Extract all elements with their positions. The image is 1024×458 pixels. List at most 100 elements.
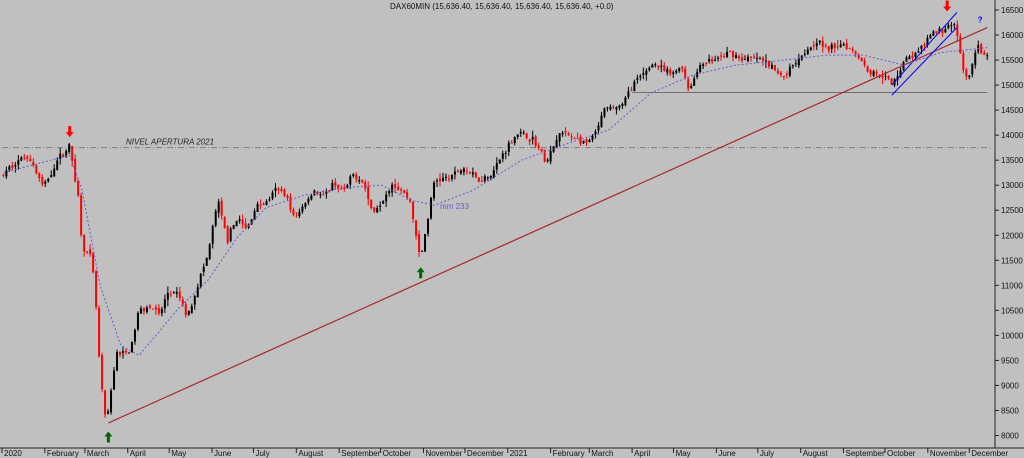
- candle-body: [208, 244, 211, 259]
- x-tick-label: July: [760, 449, 774, 458]
- x-axis: 2020 February March April May June July August S…: [0, 447, 1024, 458]
- candle-body: [923, 44, 926, 46]
- candle-body: [175, 291, 178, 294]
- candle-body: [187, 310, 190, 315]
- candle-body: [684, 68, 687, 78]
- candle-body: [498, 159, 501, 164]
- price-candles: [2, 20, 989, 418]
- candle-body: [708, 59, 711, 62]
- candle-body: [196, 286, 199, 298]
- candle-body: [50, 175, 53, 178]
- candle-body: [199, 273, 202, 287]
- candle-body: [124, 350, 127, 353]
- candle-body: [127, 352, 130, 354]
- arrow-down-icon: [65, 126, 74, 138]
- candle-body: [720, 55, 723, 57]
- candle-body: [205, 257, 208, 266]
- candle-body: [403, 190, 406, 193]
- candle-body: [355, 174, 358, 180]
- moving-average-label: mm 233: [440, 202, 469, 211]
- candle-body: [223, 217, 226, 228]
- candle-body: [337, 184, 340, 189]
- candle-body: [618, 105, 621, 108]
- candle-body: [507, 142, 510, 152]
- y-tick-label: 10500: [1001, 306, 1024, 315]
- reference-line-label: NIVEL APERTURA 2021: [126, 138, 214, 147]
- y-tick-label: 10000: [1001, 331, 1024, 340]
- y-tick-label: 16500: [1001, 6, 1024, 15]
- candle-body: [211, 225, 214, 244]
- candle-body: [486, 177, 489, 179]
- candle-body: [26, 156, 29, 159]
- candle-body: [965, 69, 968, 77]
- candle-body: [322, 194, 325, 196]
- long-term-trendline: [108, 26, 988, 424]
- y-tick-label: 11500: [1001, 256, 1023, 265]
- candle-body: [244, 223, 247, 229]
- candle-body: [510, 142, 513, 144]
- candle-body: [193, 295, 196, 305]
- candle-body: [714, 59, 717, 61]
- candle-body: [145, 307, 148, 313]
- x-tick-label: October: [887, 449, 916, 458]
- y-tick-label: 12500: [1001, 206, 1024, 215]
- candle-body: [480, 180, 483, 182]
- candle-body: [298, 211, 301, 217]
- candle-body: [675, 70, 678, 73]
- candle-body: [310, 195, 313, 200]
- candle-body: [920, 45, 923, 49]
- candle-body: [672, 72, 675, 74]
- x-tick-label: 2020: [4, 449, 22, 458]
- candle-body: [427, 219, 430, 234]
- candle-body: [142, 308, 145, 312]
- candle-body: [397, 186, 400, 190]
- candle-body: [866, 66, 869, 72]
- chart-lines: [3, 12, 988, 424]
- candle-body: [785, 74, 788, 76]
- candle-body: [699, 65, 702, 72]
- candle-body: [944, 28, 947, 33]
- candle-body: [462, 168, 465, 173]
- candle-body: [253, 211, 256, 220]
- candle-body: [214, 211, 217, 226]
- candle-body: [642, 72, 645, 75]
- candle-body: [609, 106, 612, 110]
- candle-body: [343, 187, 346, 189]
- candle-body: [340, 188, 343, 190]
- y-tick-label: 13000: [1001, 181, 1024, 190]
- candle-body: [453, 171, 456, 175]
- candle-body: [869, 70, 872, 75]
- candle-body: [139, 308, 142, 314]
- candle-body: [543, 149, 546, 162]
- candle-body: [513, 137, 516, 144]
- candle-body: [558, 133, 561, 142]
- candle-body: [624, 97, 627, 106]
- candle-body: [824, 45, 827, 47]
- candle-body: [666, 68, 669, 73]
- candle-body: [606, 107, 609, 109]
- candle-body: [256, 203, 259, 213]
- candle-body: [654, 64, 657, 66]
- candle-body: [17, 160, 20, 165]
- candle-body: [319, 194, 322, 196]
- candle-body: [657, 65, 660, 68]
- candle-body: [59, 153, 62, 159]
- y-tick-label: 16000: [1001, 31, 1024, 40]
- candle-body: [47, 178, 50, 182]
- candle-body: [471, 172, 474, 175]
- candle-body: [235, 220, 238, 227]
- candle-body: [519, 131, 522, 134]
- y-tick-label: 14000: [1001, 131, 1024, 140]
- candle-body: [29, 159, 32, 162]
- candle-body: [702, 64, 705, 66]
- x-tick-label: June: [718, 449, 736, 458]
- candle-body: [5, 170, 8, 177]
- candle-body: [678, 68, 681, 71]
- candle-body: [711, 59, 714, 62]
- candle-body: [540, 148, 543, 152]
- candle-body: [444, 176, 447, 178]
- candle-body: [280, 188, 283, 192]
- candle-body: [358, 179, 361, 182]
- x-tick-label: April: [634, 449, 650, 458]
